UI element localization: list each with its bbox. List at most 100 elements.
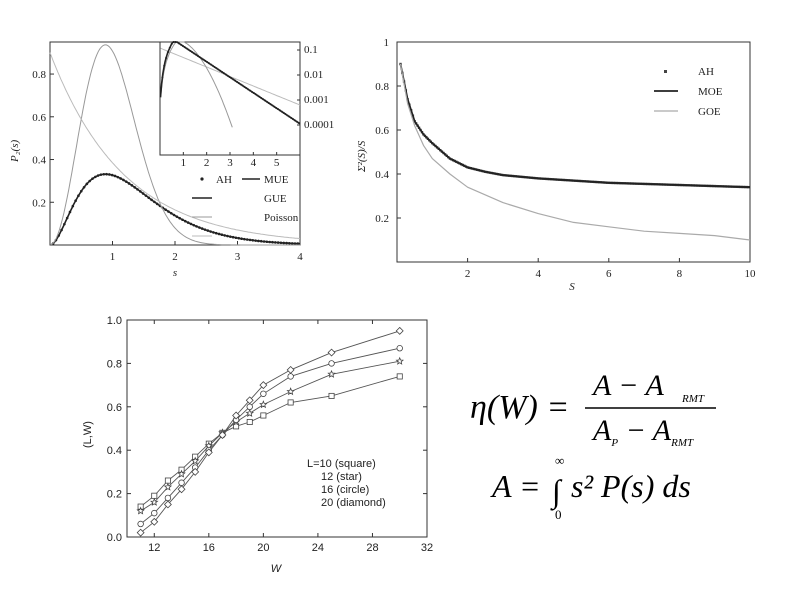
inset-point-ah xyxy=(206,61,209,64)
series-point-star xyxy=(286,387,295,396)
inset-point-ah xyxy=(191,51,194,54)
inset-point-ah xyxy=(241,84,244,87)
y-tick-label: 0.6 xyxy=(375,125,389,137)
inset-point-ah xyxy=(254,93,257,96)
y-tick-label: 1.0 xyxy=(107,315,122,327)
inset-x-tick-label: 4 xyxy=(251,157,257,169)
series-point-diamond xyxy=(245,396,254,405)
y-tick-label: 0.4 xyxy=(375,169,389,181)
legend-label-circle: 16 (circle) xyxy=(321,484,369,496)
inset-point-ah xyxy=(293,119,296,122)
series-point-star xyxy=(190,456,200,465)
x-tick-label: 20 xyxy=(257,542,269,554)
x-axis-label: W xyxy=(271,563,283,575)
inset-point-ah xyxy=(232,78,235,81)
legend-label-diamond: 20 (diamond) xyxy=(321,497,386,509)
inset-point-ah xyxy=(230,77,233,80)
y-tick-label: 0.6 xyxy=(107,402,122,414)
inset-point-ah xyxy=(250,90,253,93)
inset-point-ah xyxy=(267,101,270,104)
equation-eta: η(W) = A − A RMT AP − ARMT xyxy=(470,369,716,449)
series-point-square xyxy=(246,418,253,425)
inset-point-ah xyxy=(219,69,222,72)
series-point-diamond xyxy=(286,365,295,374)
x-axis-label: S xyxy=(569,281,575,293)
inset-point-ah xyxy=(236,80,238,83)
inset-point-ah xyxy=(290,116,293,119)
inset-line-gue xyxy=(160,41,233,128)
inset-point-ah xyxy=(176,41,179,44)
inset-point-ah xyxy=(178,42,181,45)
series-point-star xyxy=(177,469,186,478)
inset-point-ah xyxy=(292,118,294,121)
legend-label-star: 12 (star) xyxy=(321,471,362,483)
series-point-star xyxy=(149,497,159,506)
y-tick-label: 0.8 xyxy=(107,358,122,370)
legend-label-goe: GOE xyxy=(698,106,721,118)
inset-point-ah xyxy=(163,64,166,67)
inset-y-tick-label: 0.1 xyxy=(304,44,318,56)
inset-point-ah xyxy=(228,75,231,78)
y-tick-label: 0.8 xyxy=(32,69,46,81)
inset-point-ah xyxy=(273,105,276,108)
inset-point-ah xyxy=(288,115,291,118)
inset-point-ah xyxy=(222,72,225,75)
series-line-mue xyxy=(49,173,301,246)
series-point-diamond xyxy=(177,485,186,494)
series-point-circle xyxy=(137,520,144,528)
integral-upper-limit: ∞ xyxy=(555,453,564,468)
x-tick-label: 10 xyxy=(745,268,757,280)
series-point-diamond xyxy=(150,517,159,526)
x-tick-label: 24 xyxy=(312,542,324,554)
inset-point-ah xyxy=(168,46,171,49)
legend-marker-ah xyxy=(200,177,204,181)
series-point-square xyxy=(287,399,294,406)
series-point-star xyxy=(136,506,145,515)
inset-point-ah xyxy=(213,66,216,69)
y-tick-label: 0.2 xyxy=(375,213,389,225)
inset-point-ah xyxy=(252,92,255,95)
inset-point-ah xyxy=(282,111,285,114)
x-tick-label: 16 xyxy=(203,542,215,554)
inset-point-ah xyxy=(295,120,298,123)
inset-point-ah xyxy=(284,113,287,116)
inset-point-ah xyxy=(193,52,196,55)
y-tick-label: 0.4 xyxy=(107,445,122,457)
series-point-star xyxy=(327,369,336,378)
inset-point-ah xyxy=(258,95,261,98)
series-point-diamond xyxy=(232,411,241,420)
inset-x-tick-label: 3 xyxy=(227,157,233,169)
inset-point-ah xyxy=(185,47,188,50)
equation-a: A = ∫ ∞ 0 s² P(s) ds xyxy=(490,453,691,522)
inset-point-ah xyxy=(249,89,252,92)
y-tick-label: 0.6 xyxy=(32,112,46,124)
inset-point-ah xyxy=(200,57,203,60)
eta-numerator-sub: RMT xyxy=(681,393,705,405)
inset-point-ah xyxy=(172,41,175,43)
inset-point-ah xyxy=(224,73,227,76)
inset-point-ah xyxy=(187,48,190,51)
inset-point-ah xyxy=(277,108,280,111)
series-point-circle xyxy=(328,360,335,367)
inset-point-ah xyxy=(286,114,289,117)
series-point-star xyxy=(395,356,405,365)
series-line-moe xyxy=(399,63,751,189)
inset-x-tick-label: 5 xyxy=(274,157,280,169)
y-axis-label: (L,W) xyxy=(82,421,94,448)
series-point-square xyxy=(151,492,158,499)
chart-eta-vs-w: 12 16 20 24 28 32 0.0 0.2 0.4 0.6 0.8 1.0 W (L,W) L=10… xyxy=(82,315,433,575)
inset-point-ah xyxy=(265,100,268,103)
x-tick-label: 32 xyxy=(421,542,433,554)
y-tick-label: 0.2 xyxy=(107,489,122,501)
inset-point-ah xyxy=(181,44,184,47)
series-point-star xyxy=(163,482,173,491)
inset-point-ah xyxy=(278,109,281,112)
series-point-diamond xyxy=(204,448,213,457)
eta-lhs: η(W) = xyxy=(470,389,569,426)
series-point-square xyxy=(260,412,267,419)
series-point-circle xyxy=(287,373,294,380)
series-point-star xyxy=(245,408,255,417)
x-tick-label: 28 xyxy=(366,542,378,554)
inset-point-ah xyxy=(165,56,168,59)
inset-point-ah xyxy=(237,82,240,85)
